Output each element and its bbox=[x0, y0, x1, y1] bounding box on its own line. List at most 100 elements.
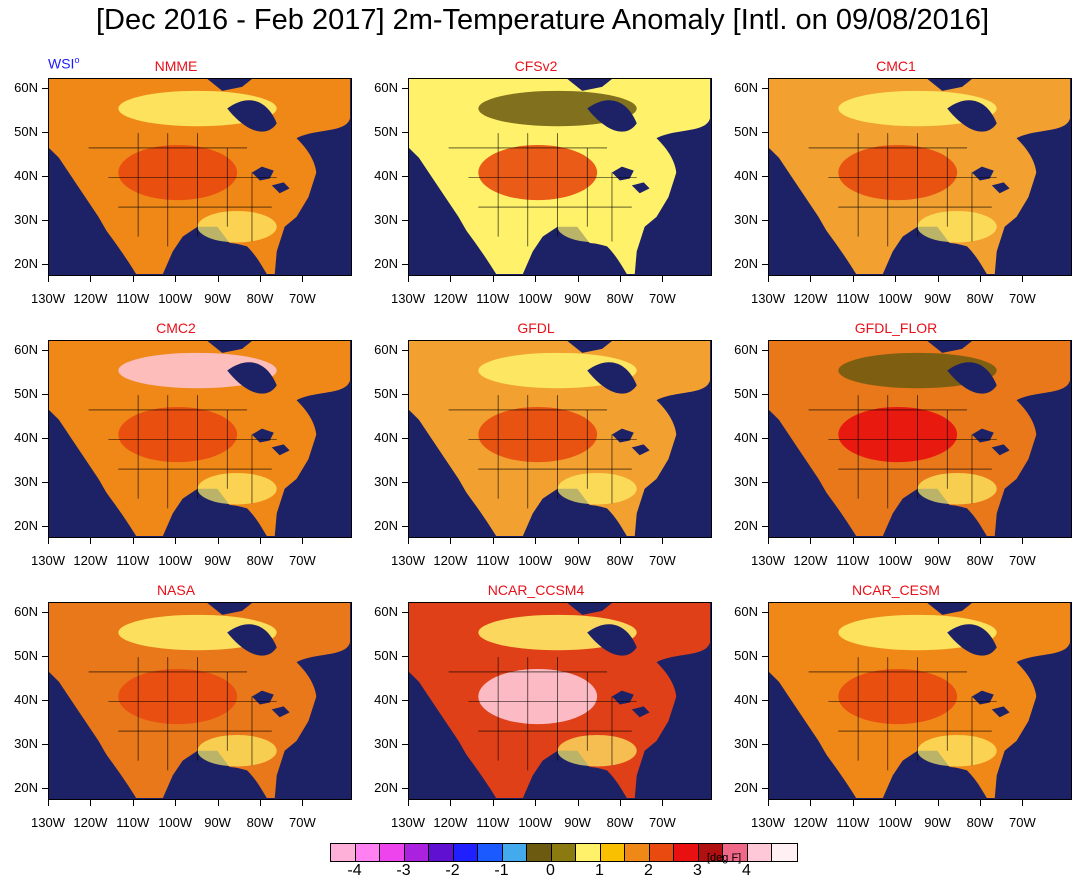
lon-tick bbox=[852, 800, 854, 806]
lat-tick bbox=[762, 88, 768, 89]
lat-tick-label: 60N bbox=[734, 604, 758, 619]
lon-tick bbox=[577, 800, 579, 806]
lon-tick-label: 110W bbox=[836, 815, 870, 830]
lon-tick bbox=[302, 276, 304, 282]
lon-tick-label: 110W bbox=[476, 815, 510, 830]
lat-tick bbox=[42, 88, 48, 89]
lat-tick bbox=[762, 788, 768, 789]
anomaly-map bbox=[768, 340, 1072, 538]
lon-tick-label: 110W bbox=[836, 553, 870, 568]
lon-tick bbox=[492, 276, 494, 282]
legend-swatch bbox=[576, 844, 601, 861]
legend-swatch bbox=[331, 844, 356, 861]
lat-tick bbox=[402, 526, 408, 527]
lon-tick-label: 80W bbox=[606, 815, 634, 830]
lat-tick bbox=[402, 394, 408, 395]
lon-tick-label: 120W bbox=[793, 291, 828, 306]
lat-tick-label: 30N bbox=[734, 212, 758, 227]
legend-units: [deg F] bbox=[707, 852, 742, 864]
lon-tick bbox=[260, 276, 261, 282]
lon-tick-label: 130W bbox=[751, 553, 785, 568]
lon-tick bbox=[810, 276, 812, 282]
legend-swatch bbox=[698, 844, 723, 861]
lat-tick-label: 50N bbox=[14, 648, 38, 663]
lon-tick-label: 70W bbox=[1009, 291, 1036, 306]
lat-tick bbox=[402, 88, 408, 89]
lon-tick-label: 70W bbox=[289, 815, 316, 830]
lon-tick bbox=[260, 538, 261, 544]
legend-label: 4 bbox=[742, 862, 751, 879]
panel-title: NASA bbox=[156, 582, 196, 598]
lon-tick bbox=[620, 276, 621, 282]
lat-tick-label: 40N bbox=[734, 430, 758, 445]
lon-tick-label: 110W bbox=[116, 291, 150, 306]
lat-tick bbox=[762, 700, 768, 701]
lat-tick bbox=[42, 744, 48, 745]
legend-swatch bbox=[551, 844, 576, 861]
lon-tick bbox=[980, 800, 981, 806]
lon-tick-label: 80W bbox=[246, 815, 274, 830]
lat-tick bbox=[42, 788, 48, 789]
lat-tick bbox=[762, 350, 768, 351]
lat-tick-label: 20N bbox=[374, 256, 398, 271]
lon-tick bbox=[895, 276, 897, 282]
lon-tick-label: 130W bbox=[391, 291, 425, 306]
legend-swatch bbox=[649, 844, 674, 861]
lat-tick-label: 60N bbox=[14, 80, 38, 95]
lon-tick-label: 110W bbox=[836, 291, 870, 306]
lat-tick bbox=[402, 744, 408, 745]
lat-tick bbox=[42, 264, 48, 265]
lon-tick bbox=[980, 276, 981, 282]
lat-tick-label: 40N bbox=[14, 430, 38, 445]
lon-tick-label: 80W bbox=[606, 553, 634, 568]
lat-tick bbox=[402, 438, 408, 439]
legend-swatch bbox=[380, 844, 405, 861]
lat-tick-label: 20N bbox=[14, 780, 38, 795]
lat-tick bbox=[762, 264, 768, 265]
lon-tick bbox=[90, 538, 92, 544]
panel-title: NCAR_CCSM4 bbox=[487, 582, 585, 598]
legend-label: -3 bbox=[396, 862, 411, 879]
lon-tick bbox=[535, 276, 537, 282]
lon-tick bbox=[1022, 538, 1024, 544]
lat-tick bbox=[402, 350, 408, 351]
lat-tick-label: 30N bbox=[374, 736, 398, 751]
lon-tick-label: 110W bbox=[116, 553, 150, 568]
lat-tick bbox=[762, 176, 768, 177]
legend-swatch bbox=[600, 844, 625, 861]
lat-tick-label: 30N bbox=[374, 474, 398, 489]
lat-tick-label: 50N bbox=[14, 386, 38, 401]
lon-tick bbox=[48, 538, 49, 544]
lon-tick-label: 70W bbox=[649, 553, 676, 568]
lon-tick-label: 70W bbox=[1009, 553, 1036, 568]
lon-tick-label: 130W bbox=[391, 815, 425, 830]
legend-label: -1 bbox=[494, 862, 509, 879]
lon-tick-label: 100W bbox=[878, 553, 913, 568]
lon-tick-label: 130W bbox=[751, 291, 785, 306]
map-panel-gfdl-flor: GFDL_FLOR 20N 30N 40N 50N 60N 130W 120W 110W 100W… bbox=[720, 320, 1080, 582]
map-panel-cmc1: CMC1 20N 30N 40N 50N 60N 130W 120W 110W 100W 90W 80… bbox=[720, 58, 1080, 320]
lat-tick-label: 40N bbox=[734, 168, 758, 183]
lon-tick bbox=[662, 800, 664, 806]
panel-title: GFDL bbox=[517, 320, 555, 336]
lon-tick bbox=[408, 538, 409, 544]
lon-tick-label: 80W bbox=[966, 553, 994, 568]
lon-tick bbox=[662, 538, 664, 544]
lon-tick bbox=[895, 800, 897, 806]
lon-tick bbox=[852, 276, 854, 282]
lon-tick bbox=[450, 276, 452, 282]
lon-tick-label: 90W bbox=[204, 553, 231, 568]
lon-tick-label: 120W bbox=[73, 291, 108, 306]
lon-tick bbox=[937, 800, 939, 806]
lon-tick-label: 70W bbox=[1009, 815, 1036, 830]
legend-swatch bbox=[527, 844, 552, 861]
anomaly-map bbox=[408, 340, 712, 538]
lon-tick bbox=[937, 276, 939, 282]
panel-title: NCAR_CESM bbox=[852, 582, 940, 598]
lon-tick bbox=[620, 538, 621, 544]
lat-tick-label: 60N bbox=[734, 342, 758, 357]
lon-tick-label: 80W bbox=[246, 553, 274, 568]
lat-tick-label: 50N bbox=[374, 386, 398, 401]
lon-tick-label: 130W bbox=[751, 815, 785, 830]
lon-tick-label: 90W bbox=[204, 815, 231, 830]
